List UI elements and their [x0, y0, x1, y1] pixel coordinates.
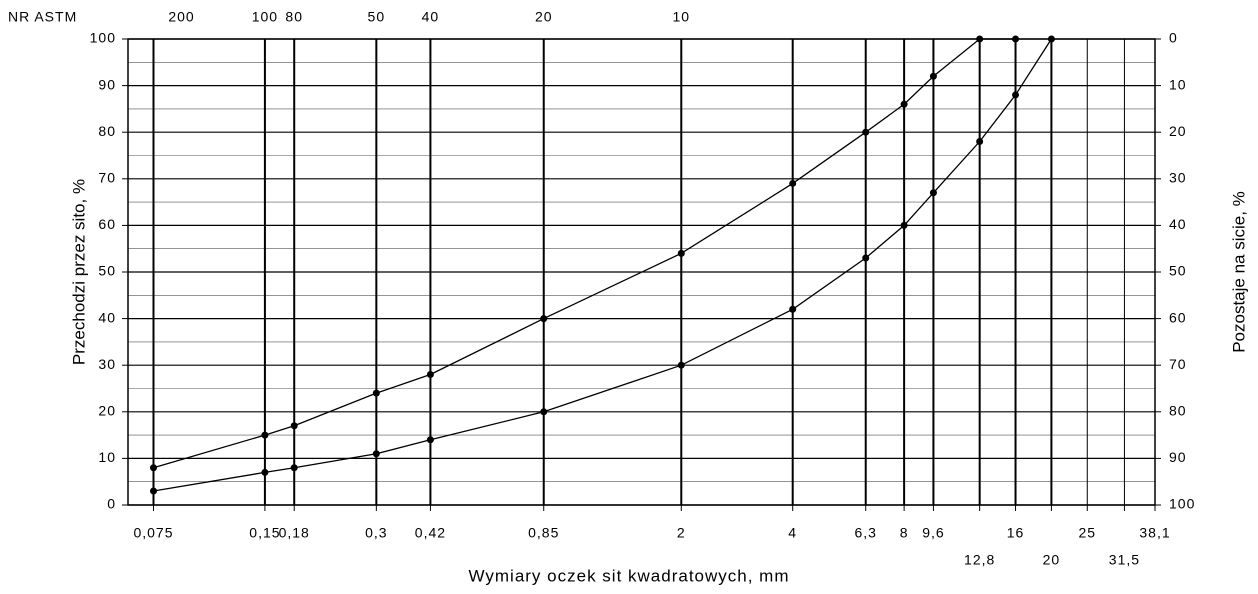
astm-tick-label: 10: [672, 9, 690, 25]
astm-title: NR ASTM: [8, 9, 77, 25]
data-point: [426, 436, 434, 444]
astm-tick-label: 50: [368, 9, 386, 25]
data-point: [1012, 91, 1020, 99]
data-point: [372, 389, 380, 397]
y2-tick-label: 20: [1169, 123, 1187, 139]
x-tick-label: 0,85: [528, 525, 559, 541]
data-point: [929, 72, 937, 80]
data-point: [900, 221, 908, 229]
y-tick-label: 80: [98, 123, 116, 139]
x-tick-label: 25: [1078, 525, 1096, 541]
y2-tick-label: 80: [1169, 403, 1187, 419]
y2-tick-label: 10: [1169, 76, 1187, 92]
astm-tick-label: 80: [285, 9, 303, 25]
x-tick-label: 20: [1043, 552, 1061, 568]
plot-frame: [127, 38, 1156, 506]
y2-tick-label: 30: [1169, 170, 1187, 186]
y-tick-label: 100: [90, 30, 116, 46]
x-tick-label: 2: [677, 525, 686, 541]
x-tick-label: 0,3: [365, 525, 387, 541]
astm-tick-label: 20: [535, 9, 553, 25]
y-tick-label: 30: [98, 356, 116, 372]
y2-tick-label: 50: [1169, 263, 1187, 279]
y-tick-label: 20: [98, 403, 116, 419]
data-point: [261, 468, 269, 476]
y-tick-label: 10: [98, 449, 116, 465]
data-point: [976, 138, 984, 146]
x-tick-label: 9,6: [922, 525, 944, 541]
y-tick-label: 50: [98, 263, 116, 279]
y2-tick-label: 100: [1169, 496, 1195, 512]
data-point: [290, 464, 298, 472]
data-point: [862, 254, 870, 262]
x-tick-label: 16: [1007, 525, 1025, 541]
x-axis-title: Wymiary oczek sit kwadratowych, mm: [468, 566, 789, 585]
data-point: [862, 128, 870, 136]
data-point: [929, 189, 937, 197]
y2-axis-title: Pozostaje na sicie, %: [1229, 191, 1248, 353]
x-tick-label: 31,5: [1109, 552, 1140, 568]
data-point: [1047, 35, 1055, 43]
x-tick-label: 0,18: [279, 525, 310, 541]
data-point: [372, 450, 380, 458]
x-tick-label: 8: [900, 525, 909, 541]
y-tick-label: 70: [98, 170, 116, 186]
data-point: [900, 100, 908, 108]
data-point: [540, 408, 548, 416]
y2-tick-label: 90: [1169, 449, 1187, 465]
data-point: [426, 371, 434, 379]
x-tick-label: 6,3: [854, 525, 876, 541]
data-point: [261, 431, 269, 439]
astm-tick-label: 100: [252, 9, 278, 25]
y2-tick-label: 70: [1169, 356, 1187, 372]
y-tick-label: 60: [98, 216, 116, 232]
y-tick-label: 40: [98, 309, 116, 325]
astm-tick-label: 40: [422, 9, 440, 25]
x-tick-label: 0,15: [249, 525, 280, 541]
x-tick-label: 38,1: [1139, 525, 1170, 541]
x-tick-label: 4: [788, 525, 797, 541]
y-tick-label: 90: [98, 76, 116, 92]
data-point: [1012, 35, 1020, 43]
data-point: [540, 315, 548, 323]
x-tick-label: 12,8: [964, 552, 995, 568]
data-point: [149, 464, 157, 472]
y-tick-label: 0: [107, 496, 116, 512]
x-tick-label: 0,42: [415, 525, 446, 541]
y-axis-title: Przechodzi przez sito, %: [69, 179, 88, 365]
data-point: [149, 487, 157, 495]
series-line: [153, 38, 1016, 469]
series-line: [153, 38, 1052, 492]
data-point: [677, 361, 685, 369]
astm-tick-label: 200: [168, 9, 194, 25]
data-point: [789, 305, 797, 313]
data-point: [789, 179, 797, 187]
data-point: [976, 35, 984, 43]
data-point: [290, 422, 298, 430]
y2-tick-label: 40: [1169, 216, 1187, 232]
x-tick-label: 0,075: [133, 525, 173, 541]
y2-tick-label: 0: [1169, 30, 1178, 46]
data-point: [677, 249, 685, 257]
y2-tick-label: 60: [1169, 309, 1187, 325]
